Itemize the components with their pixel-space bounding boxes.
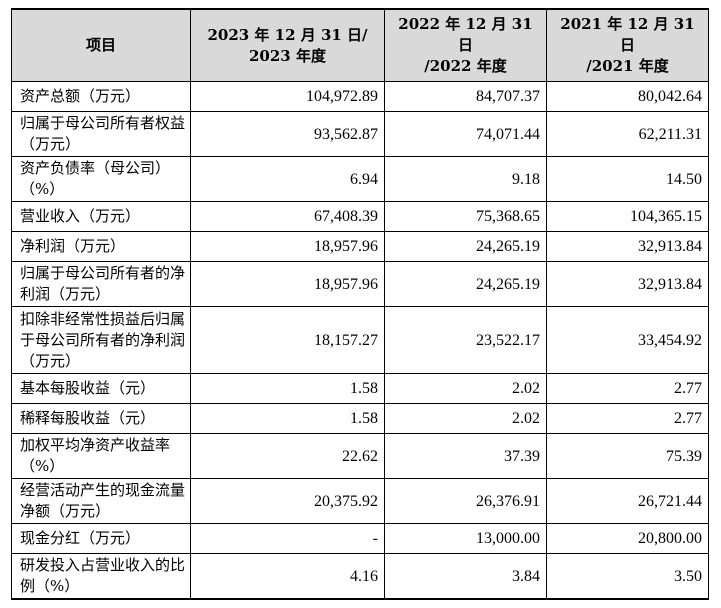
row-label: 稀释每股收益（元） <box>11 403 191 434</box>
cell-2021: 2.77 <box>546 373 709 404</box>
cell-2022: 13,000.00 <box>384 523 547 554</box>
table-row: 营业收入（万元） 67,408.39 75,368.65 104,365.15 <box>11 201 709 232</box>
table-row: 扣除非经常性损益后归属于母公司所有者的净利润（万元） 18,157.27 23,… <box>11 306 709 374</box>
row-label: 基本每股收益（元） <box>11 373 191 404</box>
table-row: 归属于母公司所有者的净利润（万元） 18,957.96 24,265.19 32… <box>11 261 709 307</box>
cell-2021: 2.77 <box>546 403 709 434</box>
header-2022: 2022 年 12 月 31 日 /2022 年度 <box>384 8 547 82</box>
cell-2022: 2.02 <box>384 373 547 404</box>
table-row: 资产负债率（母公司）（%） 6.94 9.18 14.50 <box>11 156 709 202</box>
cell-2022: 24,265.19 <box>384 261 547 307</box>
row-label: 营业收入（万元） <box>11 201 191 232</box>
cell-2021: 62,211.31 <box>546 111 709 157</box>
cell-2022: 3.84 <box>384 553 547 600</box>
financial-table-container: 项目 2023 年 12 月 31 日/ 2023 年度 2022 年 12 月… <box>11 8 709 600</box>
cell-2022: 23,522.17 <box>384 306 547 374</box>
row-label: 经营活动产生的现金流量净额（万元） <box>11 478 191 524</box>
table-header-row: 项目 2023 年 12 月 31 日/ 2023 年度 2022 年 12 月… <box>11 8 709 82</box>
cell-2021: 20,800.00 <box>546 523 709 554</box>
cell-2023: 20,375.92 <box>190 478 385 524</box>
cell-2023: 6.94 <box>190 156 385 202</box>
cell-2023: 18,957.96 <box>190 231 385 262</box>
cell-2022: 2.02 <box>384 403 547 434</box>
table-row: 加权平均净资产收益率（%） 22.62 37.39 75.39 <box>11 433 709 479</box>
cell-2023: 4.16 <box>190 553 385 600</box>
row-label: 净利润（万元） <box>11 231 191 262</box>
cell-2022: 9.18 <box>384 156 547 202</box>
cell-2021: 80,042.64 <box>546 81 709 112</box>
cell-2021: 33,454.92 <box>546 306 709 374</box>
cell-2023: - <box>190 523 385 554</box>
header-2023: 2023 年 12 月 31 日/ 2023 年度 <box>190 8 385 82</box>
cell-2021: 104,365.15 <box>546 201 709 232</box>
table-row: 基本每股收益（元） 1.58 2.02 2.77 <box>11 373 709 404</box>
cell-2022: 37.39 <box>384 433 547 479</box>
table-row: 资产总额（万元） 104,972.89 84,707.37 80,042.64 <box>11 81 709 112</box>
cell-2021: 14.50 <box>546 156 709 202</box>
cell-2021: 32,913.84 <box>546 261 709 307</box>
header-2021: 2021 年 12 月 31 日 /2021 年度 <box>546 8 709 82</box>
cell-2023: 1.58 <box>190 373 385 404</box>
cell-2021: 32,913.84 <box>546 231 709 262</box>
cell-2023: 104,972.89 <box>190 81 385 112</box>
cell-2023: 18,957.96 <box>190 261 385 307</box>
row-label: 归属于母公司所有者的净利润（万元） <box>11 261 191 307</box>
cell-2023: 22.62 <box>190 433 385 479</box>
cell-2022: 24,265.19 <box>384 231 547 262</box>
row-label: 资产总额（万元） <box>11 81 191 112</box>
row-label: 现金分红（万元） <box>11 523 191 554</box>
table-row: 现金分红（万元） - 13,000.00 20,800.00 <box>11 523 709 554</box>
cell-2022: 75,368.65 <box>384 201 547 232</box>
row-label: 研发投入占营业收入的比例（%） <box>11 553 191 600</box>
cell-2022: 74,071.44 <box>384 111 547 157</box>
cell-2023: 18,157.27 <box>190 306 385 374</box>
row-label: 资产负债率（母公司）（%） <box>11 156 191 202</box>
cell-2023: 93,562.87 <box>190 111 385 157</box>
cell-2023: 1.58 <box>190 403 385 434</box>
cell-2022: 84,707.37 <box>384 81 547 112</box>
cell-2022: 26,376.91 <box>384 478 547 524</box>
table-row: 净利润（万元） 18,957.96 24,265.19 32,913.84 <box>11 231 709 262</box>
cell-2021: 3.50 <box>546 553 709 600</box>
cell-2021: 75.39 <box>546 433 709 479</box>
financial-summary-table: 项目 2023 年 12 月 31 日/ 2023 年度 2022 年 12 月… <box>11 8 709 600</box>
table-row: 稀释每股收益（元） 1.58 2.02 2.77 <box>11 403 709 434</box>
table-row: 研发投入占营业收入的比例（%） 4.16 3.84 3.50 <box>11 553 709 600</box>
table-row: 归属于母公司所有者权益（万元） 93,562.87 74,071.44 62,2… <box>11 111 709 157</box>
row-label: 扣除非经常性损益后归属于母公司所有者的净利润（万元） <box>11 306 191 374</box>
row-label: 加权平均净资产收益率（%） <box>11 433 191 479</box>
header-item: 项目 <box>11 8 191 82</box>
row-label: 归属于母公司所有者权益（万元） <box>11 111 191 157</box>
cell-2023: 67,408.39 <box>190 201 385 232</box>
cell-2021: 26,721.44 <box>546 478 709 524</box>
table-row: 经营活动产生的现金流量净额（万元） 20,375.92 26,376.91 26… <box>11 478 709 524</box>
